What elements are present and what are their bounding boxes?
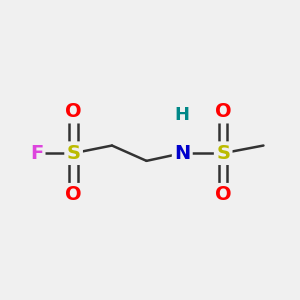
Text: N: N	[174, 144, 190, 163]
Text: O: O	[215, 185, 232, 204]
Text: O: O	[65, 185, 82, 204]
Text: H: H	[175, 106, 190, 124]
Text: S: S	[216, 144, 230, 163]
Text: O: O	[65, 102, 82, 121]
Text: S: S	[67, 144, 81, 163]
Text: O: O	[215, 102, 232, 121]
Text: F: F	[30, 144, 43, 163]
